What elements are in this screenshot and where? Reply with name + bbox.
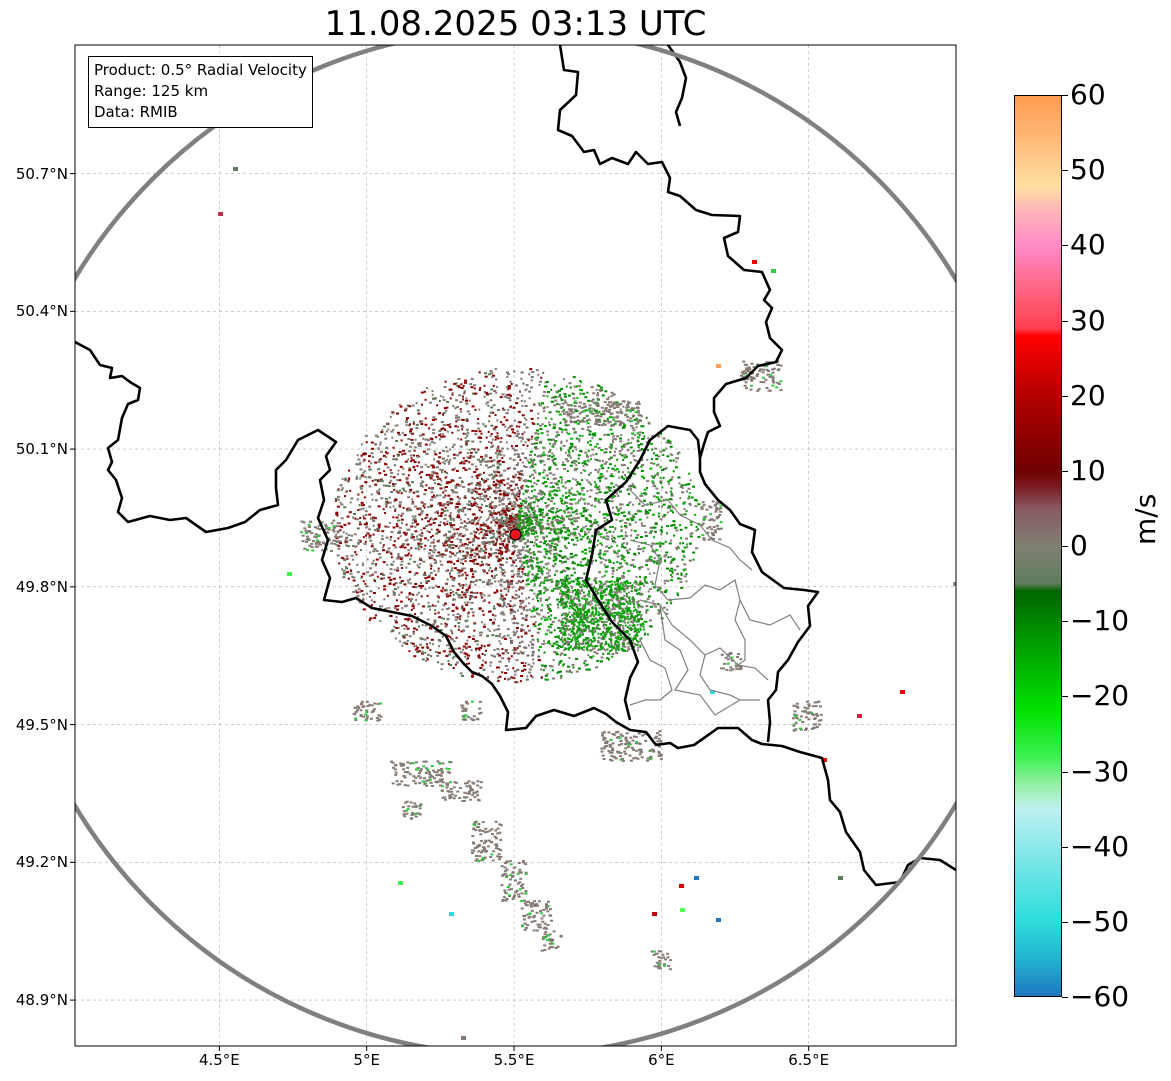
graticule-grid: [75, 45, 956, 1046]
colorbar-tick-mark: [1062, 395, 1068, 397]
colorbar-tick-mark: [1062, 997, 1068, 998]
product-info-box: Product: 0.5° Radial Velocity Range: 125…: [88, 56, 313, 128]
lat-tick-label: 50.1°N: [15, 440, 68, 459]
colorbar-tick-mark: [1062, 320, 1068, 322]
velocity-colorbar: [1014, 95, 1062, 997]
colorbar-tick-label: 30: [1070, 303, 1106, 337]
lat-tick-label: 49.5°N: [15, 715, 68, 734]
lon-tick-label: 5°E: [353, 1051, 380, 1069]
radar-site-marker: [509, 528, 522, 541]
lat-tick-label: 49.8°N: [15, 577, 68, 596]
colorbar-tick-mark: [1062, 621, 1068, 623]
lon-tick-label: 6°E: [648, 1051, 675, 1069]
map-frame: [74, 44, 957, 1047]
border-france-belgium: [75, 340, 956, 887]
data-source-label: Data: RMIB: [94, 103, 178, 121]
lon-tick-label: 6.5°E: [788, 1051, 830, 1069]
product-label: Product: 0.5° Radial Velocity: [94, 61, 307, 79]
colorbar-tick-mark: [1062, 95, 1068, 96]
border-luxembourg-east: [590, 424, 702, 556]
colorbar-tick-mark: [1062, 546, 1068, 547]
colorbar-tick-mark: [1062, 696, 1068, 698]
colorbar-tick-label: −60: [1070, 980, 1130, 1013]
lat-tick-label: 49.2°N: [15, 853, 68, 872]
border-north-upper: [666, 45, 688, 127]
range-label: Range: 125 km: [94, 82, 209, 100]
colorbar-tick-mark: [1062, 245, 1068, 247]
colorbar-tick-mark: [1062, 170, 1068, 172]
colorbar-tick-label: −20: [1070, 679, 1130, 713]
colorbar-tick-mark: [1062, 771, 1068, 773]
colorbar-tick-label: −40: [1070, 829, 1130, 863]
colorbar-tick-label: −50: [1070, 904, 1130, 938]
lat-tick-label: 50.4°N: [15, 302, 68, 321]
colorbar-tick-label: 20: [1070, 378, 1106, 412]
lat-tick-label: 48.9°N: [15, 991, 68, 1010]
colorbar-tick-label: −30: [1070, 754, 1130, 788]
colorbar-unit-label: m/s: [1129, 493, 1162, 545]
colorbar-tick-label: 60: [1070, 78, 1106, 111]
border-belgium-luxembourg-germany: [556, 45, 820, 743]
radar-echoes: [218, 167, 956, 1040]
colorbar-tick-label: −10: [1070, 604, 1130, 638]
axis-tick-marks: [70, 173, 810, 1051]
colorbar-tick-label: 40: [1070, 228, 1106, 262]
country-borders: [75, 45, 956, 887]
colorbar-tick-mark: [1062, 470, 1068, 472]
colorbar-tick-label: 0: [1070, 529, 1088, 562]
border-luxembourg-west: [584, 554, 640, 721]
map-title: 11.08.2025 03:13 UTC: [324, 4, 707, 44]
lat-tick-label: 50.7°N: [15, 164, 68, 183]
lon-tick-label: 5.5°E: [493, 1051, 535, 1069]
admin-borders: [627, 487, 801, 716]
colorbar-tick-mark: [1062, 846, 1068, 848]
colorbar-tick-label: 10: [1070, 453, 1106, 487]
colorbar-tick-mark: [1062, 921, 1068, 923]
lon-tick-label: 4.5°E: [198, 1051, 240, 1069]
colorbar-tick-label: 50: [1070, 153, 1106, 187]
